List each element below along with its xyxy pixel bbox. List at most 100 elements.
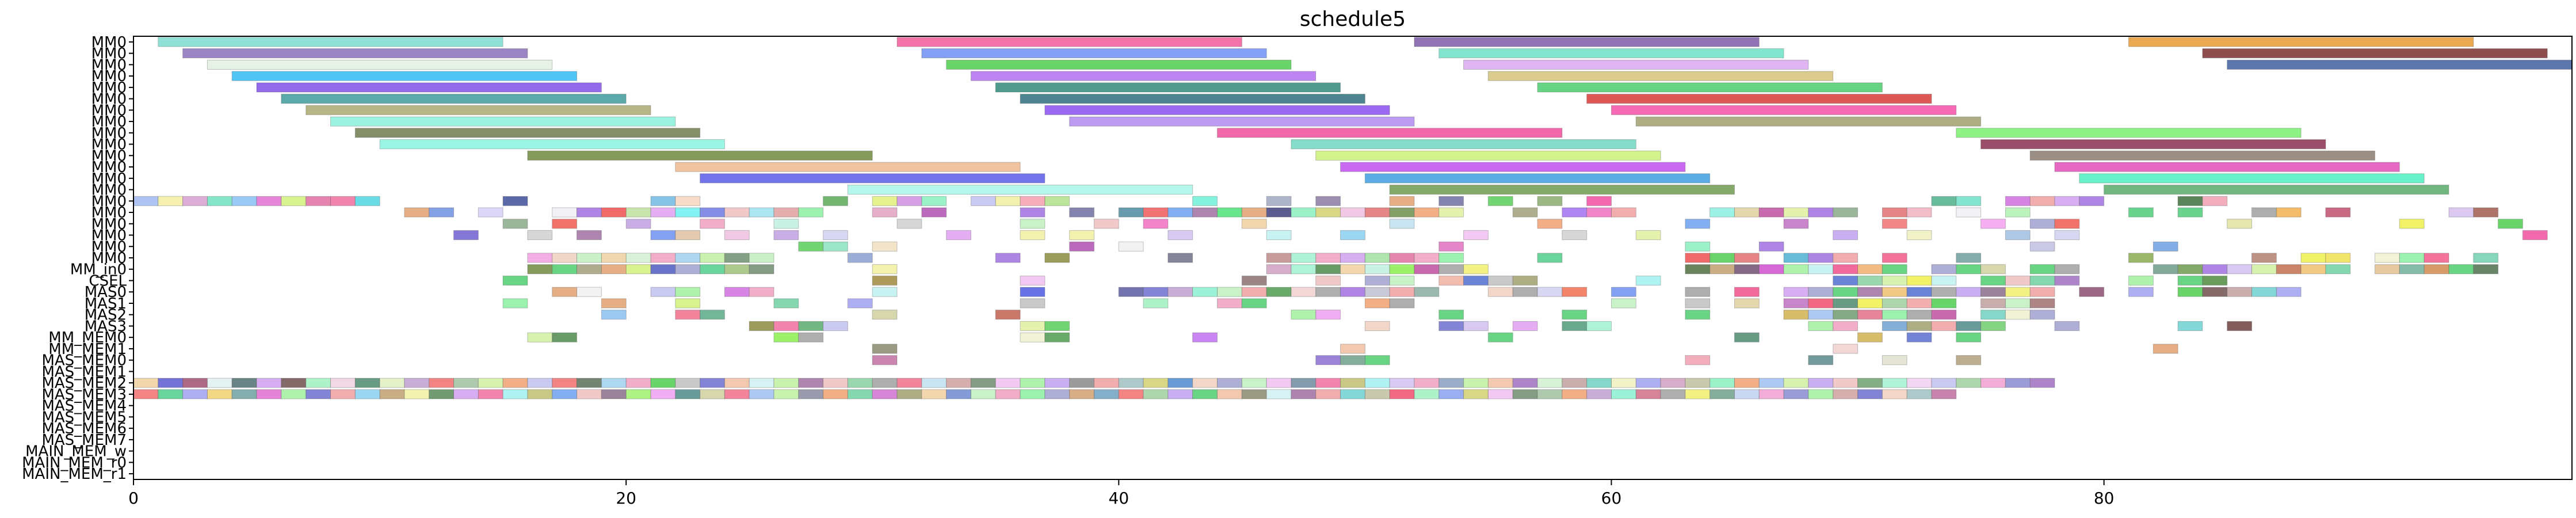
task-bar	[650, 378, 676, 388]
task-bar	[1980, 219, 2006, 229]
row-label: MM0	[91, 170, 127, 188]
task-bar	[1635, 230, 1661, 241]
task-bar	[1044, 253, 1070, 263]
task-bar	[2128, 37, 2474, 47]
task-bar	[2325, 207, 2351, 218]
task-bar	[330, 378, 356, 388]
task-bar	[1833, 310, 1858, 320]
task-bar	[1315, 389, 1341, 399]
task-bar	[502, 298, 528, 308]
task-bar	[2079, 173, 2425, 184]
task-bar	[1143, 207, 1169, 218]
task-bar	[527, 253, 553, 263]
row-label: MAS_MEM5	[41, 409, 127, 426]
task-bar	[1340, 162, 1686, 172]
task-bar	[1487, 287, 1513, 297]
task-bar	[847, 378, 873, 388]
task-bar	[773, 389, 799, 399]
task-bar	[1389, 207, 1415, 218]
task-bar	[1931, 310, 1957, 320]
task-bar	[1808, 310, 1834, 320]
task-bar	[1709, 207, 1735, 218]
task-bar	[650, 207, 676, 218]
row-label: MAIN_MEM_r1	[22, 466, 127, 483]
task-bar	[1758, 207, 1784, 218]
row-label: MM0	[91, 193, 127, 210]
task-bar	[1118, 241, 1144, 252]
row-label: MM0	[91, 125, 127, 142]
task-bar	[502, 389, 528, 399]
task-bar	[577, 230, 602, 241]
task-bar	[1882, 298, 1907, 308]
task-bar	[330, 389, 356, 399]
task-bar	[2522, 230, 2548, 241]
task-bar	[675, 264, 701, 275]
task-bar	[1758, 264, 1784, 275]
task-bar	[1833, 275, 1858, 286]
task-bar	[1734, 378, 1760, 388]
task-bar	[1340, 264, 1365, 275]
task-bar	[2448, 207, 2474, 218]
task-bar	[2054, 321, 2080, 332]
task-bar	[700, 173, 1045, 184]
task-bar	[1833, 378, 1858, 388]
task-bar	[872, 389, 898, 399]
task-bar	[2251, 287, 2277, 297]
task-bar	[896, 389, 922, 399]
task-bar	[1192, 287, 1218, 297]
task-bar	[1044, 105, 1390, 115]
task-bar	[625, 207, 651, 218]
task-bar	[1463, 59, 1809, 70]
task-bar	[1685, 310, 1711, 320]
row-label: MAS_MEM6	[41, 420, 127, 437]
row-label: MM0	[91, 45, 127, 63]
task-bar	[1635, 378, 1661, 388]
task-bar	[1020, 196, 1045, 206]
task-bar	[1512, 275, 1538, 286]
task-bar	[2029, 310, 2055, 320]
task-bar	[1783, 207, 1809, 218]
task-bar	[1364, 264, 1390, 275]
task-bar	[1685, 264, 1711, 275]
task-bar	[773, 219, 799, 229]
task-bar	[995, 389, 1021, 399]
task-bar	[1364, 275, 1390, 286]
row-label: MM0	[91, 56, 127, 74]
task-bar	[601, 389, 627, 399]
task-bar	[1291, 378, 1316, 388]
task-bar	[1685, 287, 1711, 297]
task-bar	[1857, 264, 1883, 275]
task-bar	[625, 389, 651, 399]
task-bar	[1364, 298, 1390, 308]
task-bar	[1020, 94, 1365, 104]
task-bar	[1882, 275, 1907, 286]
task-bar	[1291, 389, 1316, 399]
task-bar	[1906, 275, 1932, 286]
task-bar	[1833, 287, 1858, 297]
task-bar	[1709, 264, 1735, 275]
task-bar	[1020, 389, 1045, 399]
task-bar	[1463, 264, 1489, 275]
task-bar	[1734, 253, 1760, 263]
task-bar	[1389, 378, 1415, 388]
task-bar	[1734, 298, 1760, 308]
task-bar	[1758, 241, 1784, 252]
task-bar	[2202, 287, 2228, 297]
task-bar	[306, 196, 331, 206]
task-bar	[1438, 310, 1464, 320]
task-bar	[1611, 105, 1957, 115]
task-bar	[1487, 389, 1513, 399]
row-label: MAS_MEM7	[41, 432, 127, 449]
task-bar	[1438, 196, 1464, 206]
task-bar	[1069, 207, 1094, 218]
task-bar	[1315, 310, 1341, 320]
task-bar	[1463, 230, 1489, 241]
row-label: MM_MEM1	[48, 341, 127, 358]
task-bar	[1734, 332, 1760, 342]
task-bar	[1635, 389, 1661, 399]
task-bar	[2424, 253, 2449, 263]
task-bar	[1833, 389, 1858, 399]
task-bar	[207, 378, 232, 388]
task-bar	[823, 230, 848, 241]
task-bar	[453, 230, 479, 241]
